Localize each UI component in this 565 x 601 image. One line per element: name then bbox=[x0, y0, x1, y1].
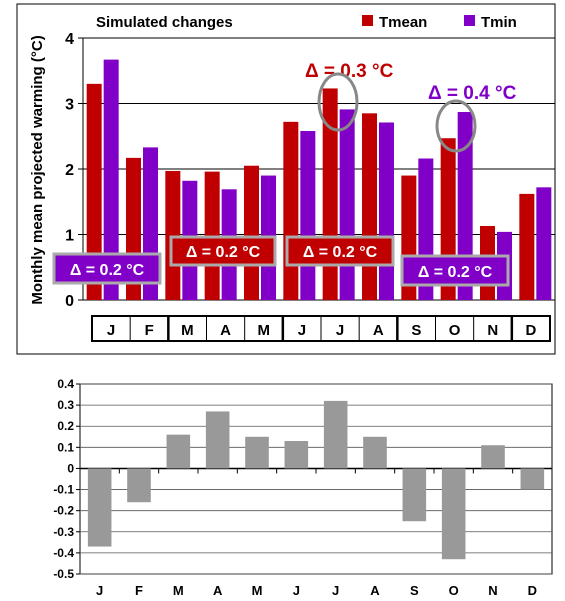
season-box-mam: Δ = 0.2 °C bbox=[169, 235, 277, 267]
bottom-bar bbox=[402, 468, 427, 522]
bottom-xtick-label: O bbox=[449, 583, 459, 598]
top-xtick-label: D bbox=[525, 322, 536, 339]
top-xtick-label: A bbox=[220, 322, 231, 339]
top-xtick-label: M bbox=[181, 322, 194, 339]
bottom-xtick-label: M bbox=[173, 583, 184, 598]
bottom-ytick-label: 0.2 bbox=[57, 419, 74, 433]
annotation-oct-tmin: Δ = 0.4 °C bbox=[428, 83, 517, 104]
top-bar-tmin bbox=[300, 131, 316, 300]
bottom-bar bbox=[245, 436, 269, 469]
top-bar-tmean bbox=[165, 170, 181, 300]
top-bar-tmean bbox=[86, 83, 102, 300]
top-xtick-label: N bbox=[487, 322, 498, 339]
season-box-jja-label: Δ = 0.2 °C bbox=[303, 244, 378, 261]
bottom-bar bbox=[205, 411, 230, 469]
top-chart-title: Simulated changes bbox=[96, 14, 233, 31]
top-chart-frame bbox=[16, 3, 556, 355]
top-xtick-label: J bbox=[107, 322, 115, 339]
top-chart-ylabel: Monthly mean projected warming (°C) bbox=[29, 35, 46, 304]
bottom-xtick-label: A bbox=[370, 583, 380, 598]
legend-label-tmean: Tmean bbox=[379, 14, 427, 31]
top-xtick-label: J bbox=[298, 322, 306, 339]
season-box-son-label: Δ = 0.2 °C bbox=[418, 264, 493, 281]
bottom-bar bbox=[323, 400, 348, 469]
bottom-ytick-label: 0.4 bbox=[57, 377, 74, 391]
top-bar-tmean bbox=[283, 121, 299, 300]
bottom-bar bbox=[441, 468, 466, 560]
top-ytick-label: 3 bbox=[65, 97, 74, 114]
bottom-xtick-label: M bbox=[252, 583, 263, 598]
season-box-djf: Δ = 0.2 °C bbox=[52, 252, 162, 285]
bottom-bar bbox=[363, 436, 387, 469]
season-box-jja: Δ = 0.2 °C bbox=[285, 235, 395, 267]
top-xtick-label: F bbox=[145, 322, 154, 339]
bottom-bar bbox=[127, 468, 151, 503]
bottom-xtick-label: S bbox=[410, 583, 419, 598]
top-xtick-label: O bbox=[449, 322, 461, 339]
bottom-ytick-label: -0.3 bbox=[53, 525, 74, 539]
bottom-ytick-label: -0.5 bbox=[53, 567, 74, 581]
bottom-bar bbox=[520, 468, 545, 490]
season-box-mam-label: Δ = 0.2 °C bbox=[186, 244, 261, 261]
top-xtick-label: A bbox=[373, 322, 384, 339]
bottom-xtick-label: D bbox=[528, 583, 537, 598]
top-bar-tmin bbox=[536, 187, 552, 300]
bottom-bar bbox=[87, 468, 112, 547]
bottom-ytick-label: -0.1 bbox=[53, 483, 74, 497]
top-ytick-label: 2 bbox=[65, 162, 74, 179]
top-bar-tmin bbox=[339, 109, 355, 301]
bottom-bar bbox=[284, 441, 309, 469]
bottom-xtick-label: J bbox=[332, 583, 339, 598]
top-bar-tmean bbox=[362, 113, 377, 300]
season-box-son: Δ = 0.2 °C bbox=[400, 254, 510, 287]
annotation-jul-tmean: Δ = 0.3 °C bbox=[305, 61, 394, 82]
top-ytick-label: 1 bbox=[65, 228, 74, 245]
top-xtick-label: M bbox=[258, 322, 271, 339]
legend-label-tmin: Tmin bbox=[481, 14, 517, 31]
legend-swatch-tmin bbox=[464, 15, 475, 26]
season-box-djf-label: Δ = 0.2 °C bbox=[70, 262, 145, 279]
top-bar-tmin bbox=[457, 112, 473, 300]
top-xtick-label: J bbox=[336, 322, 344, 339]
top-ytick-label: 0 bbox=[65, 293, 74, 310]
bottom-xtick-label: F bbox=[135, 583, 143, 598]
bottom-xtick-label: N bbox=[488, 583, 497, 598]
bottom-xtick-label: A bbox=[213, 583, 223, 598]
bottom-ytick-label: -0.2 bbox=[53, 504, 74, 518]
bottom-ytick-label: -0.4 bbox=[53, 546, 74, 560]
bottom-ytick-label: 0.1 bbox=[57, 440, 74, 454]
highlight-ellipse-oct bbox=[435, 99, 477, 153]
bottom-ytick-label: 0.3 bbox=[57, 398, 74, 412]
top-ytick-label: 4 bbox=[65, 31, 74, 48]
top-bar-tmean bbox=[519, 193, 535, 300]
bottom-ytick-label: 0 bbox=[67, 461, 74, 475]
top-bar-tmean bbox=[244, 165, 259, 300]
bottom-xtick-label: J bbox=[293, 583, 300, 598]
bottom-bar bbox=[481, 445, 505, 469]
top-bar-tmin bbox=[103, 59, 119, 300]
legend-swatch-tmean bbox=[362, 15, 373, 26]
top-bar-tmin bbox=[379, 122, 394, 301]
highlight-ellipse-jul bbox=[317, 72, 359, 132]
top-xtick-label: S bbox=[411, 322, 421, 339]
bottom-bar bbox=[166, 434, 191, 469]
bottom-xtick-label: J bbox=[96, 583, 103, 598]
